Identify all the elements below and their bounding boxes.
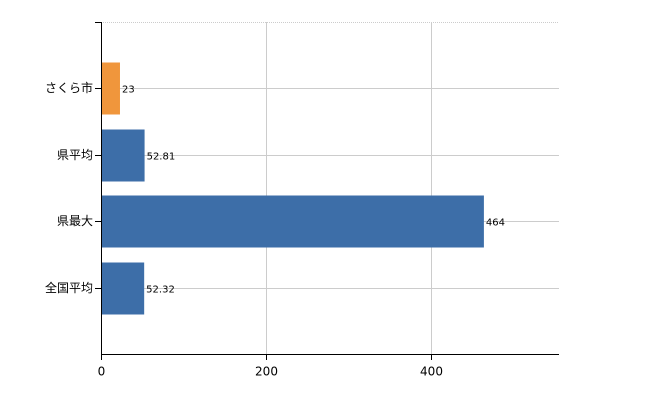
y-tick-label: 全国平均 xyxy=(45,280,93,295)
y-tick-label: 県最大 xyxy=(57,214,93,228)
bar xyxy=(101,262,145,315)
value-label: 464 xyxy=(486,218,505,229)
x-tick-label: 0 xyxy=(98,365,106,379)
value-label: 52.32 xyxy=(146,285,175,296)
value-label: 23 xyxy=(122,85,135,96)
bar xyxy=(101,129,145,182)
bar xyxy=(101,62,120,115)
bar xyxy=(101,195,484,248)
y-tick-label: 県平均 xyxy=(57,148,93,162)
x-tick-label: 200 xyxy=(255,365,278,379)
y-tick-label: さくら市 xyxy=(45,80,93,95)
value-label: 52.81 xyxy=(147,152,176,163)
x-tick-label: 400 xyxy=(420,365,443,379)
